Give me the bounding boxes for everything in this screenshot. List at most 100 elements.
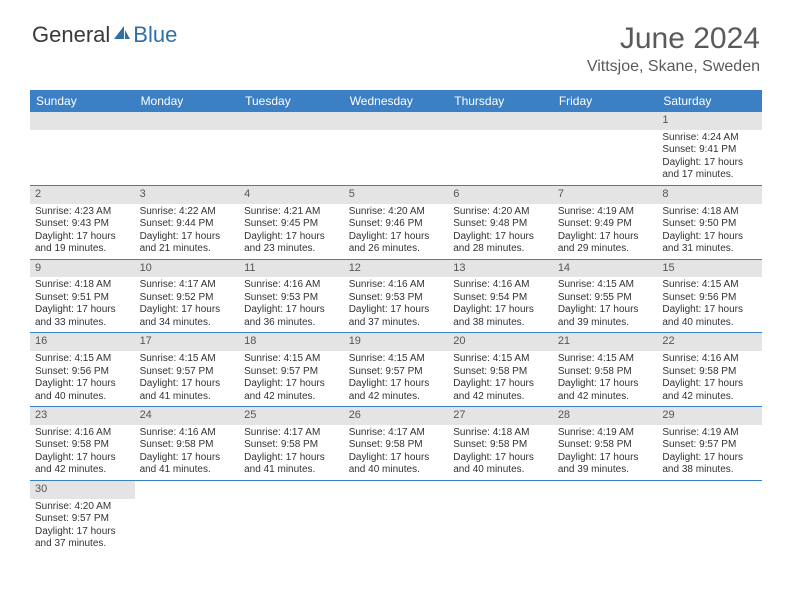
calendar-cell-empty [448, 480, 553, 553]
day-line: Sunset: 9:57 PM [662, 439, 757, 452]
calendar-cell: 11Sunrise: 4:16 AMSunset: 9:53 PMDayligh… [239, 259, 344, 333]
day-body: Sunrise: 4:23 AMSunset: 9:43 PMDaylight:… [30, 204, 135, 259]
day-number: 4 [239, 186, 344, 204]
calendar-cell: 26Sunrise: 4:17 AMSunset: 9:58 PMDayligh… [344, 407, 449, 481]
calendar-cell: 30Sunrise: 4:20 AMSunset: 9:57 PMDayligh… [30, 480, 135, 553]
day-line: Sunrise: 4:16 AM [244, 279, 339, 292]
calendar-cell: 1Sunrise: 4:24 AMSunset: 9:41 PMDaylight… [657, 112, 762, 185]
day-line: Daylight: 17 hours [35, 526, 130, 539]
day-line: Sunset: 9:48 PM [453, 218, 548, 231]
day-body: Sunrise: 4:16 AMSunset: 9:54 PMDaylight:… [448, 277, 553, 332]
day-number: 13 [448, 260, 553, 278]
day-line: Daylight: 17 hours [558, 231, 653, 244]
day-number: 9 [30, 260, 135, 278]
day-line: Sunrise: 4:19 AM [662, 427, 757, 440]
day-body: Sunrise: 4:16 AMSunset: 9:58 PMDaylight:… [30, 425, 135, 480]
day-number: 19 [344, 333, 449, 351]
calendar-row: 2Sunrise: 4:23 AMSunset: 9:43 PMDaylight… [30, 185, 762, 259]
day-body: Sunrise: 4:20 AMSunset: 9:57 PMDaylight:… [30, 499, 135, 554]
day-number: 22 [657, 333, 762, 351]
day-line: Daylight: 17 hours [244, 304, 339, 317]
day-number: 18 [239, 333, 344, 351]
day-body: Sunrise: 4:18 AMSunset: 9:58 PMDaylight:… [448, 425, 553, 480]
day-body: Sunrise: 4:15 AMSunset: 9:58 PMDaylight:… [553, 351, 658, 406]
calendar-head: SundayMondayTuesdayWednesdayThursdayFrid… [30, 90, 762, 112]
day-line: Sunrise: 4:16 AM [662, 353, 757, 366]
calendar-cell-empty [239, 480, 344, 553]
day-line: Sunrise: 4:22 AM [140, 206, 235, 219]
day-body: Sunrise: 4:20 AMSunset: 9:48 PMDaylight:… [448, 204, 553, 259]
day-line: Sunset: 9:58 PM [244, 439, 339, 452]
calendar-cell: 27Sunrise: 4:18 AMSunset: 9:58 PMDayligh… [448, 407, 553, 481]
day-line: Sunset: 9:58 PM [558, 439, 653, 452]
day-line: Daylight: 17 hours [35, 304, 130, 317]
day-line: and 38 minutes. [662, 464, 757, 477]
day-line: Sunset: 9:56 PM [662, 292, 757, 305]
day-line: Sunrise: 4:19 AM [558, 427, 653, 440]
day-line: Sunrise: 4:15 AM [349, 353, 444, 366]
day-line: Daylight: 17 hours [35, 231, 130, 244]
day-body: Sunrise: 4:17 AMSunset: 9:58 PMDaylight:… [344, 425, 449, 480]
day-header: Thursday [448, 90, 553, 112]
day-line: and 17 minutes. [662, 169, 757, 182]
day-body: Sunrise: 4:16 AMSunset: 9:58 PMDaylight:… [657, 351, 762, 406]
day-body: Sunrise: 4:15 AMSunset: 9:55 PMDaylight:… [553, 277, 658, 332]
day-line: Sunset: 9:57 PM [35, 513, 130, 526]
day-line: Sunrise: 4:18 AM [35, 279, 130, 292]
day-line: Daylight: 17 hours [662, 231, 757, 244]
day-line: and 42 minutes. [453, 391, 548, 404]
day-line: Sunset: 9:52 PM [140, 292, 235, 305]
day-line: and 21 minutes. [140, 243, 235, 256]
calendar-cell: 18Sunrise: 4:15 AMSunset: 9:57 PMDayligh… [239, 333, 344, 407]
day-body: Sunrise: 4:17 AMSunset: 9:58 PMDaylight:… [239, 425, 344, 480]
calendar-cell: 9Sunrise: 4:18 AMSunset: 9:51 PMDaylight… [30, 259, 135, 333]
day-body: Sunrise: 4:19 AMSunset: 9:57 PMDaylight:… [657, 425, 762, 480]
day-number: 1 [657, 112, 762, 130]
day-number: 30 [30, 481, 135, 499]
day-line: and 39 minutes. [558, 464, 653, 477]
day-line: Sunset: 9:57 PM [140, 366, 235, 379]
calendar-cell: 10Sunrise: 4:17 AMSunset: 9:52 PMDayligh… [135, 259, 240, 333]
day-body: Sunrise: 4:15 AMSunset: 9:57 PMDaylight:… [344, 351, 449, 406]
calendar-cell: 17Sunrise: 4:15 AMSunset: 9:57 PMDayligh… [135, 333, 240, 407]
day-line: Sunrise: 4:17 AM [140, 279, 235, 292]
day-line: and 40 minutes. [349, 464, 444, 477]
day-line: Sunrise: 4:18 AM [453, 427, 548, 440]
calendar-cell: 13Sunrise: 4:16 AMSunset: 9:54 PMDayligh… [448, 259, 553, 333]
day-line: Sunset: 9:54 PM [453, 292, 548, 305]
calendar-cell: 21Sunrise: 4:15 AMSunset: 9:58 PMDayligh… [553, 333, 658, 407]
calendar-cell-empty [344, 480, 449, 553]
day-line: and 28 minutes. [453, 243, 548, 256]
calendar-cell: 3Sunrise: 4:22 AMSunset: 9:44 PMDaylight… [135, 185, 240, 259]
day-line: Sunset: 9:58 PM [453, 366, 548, 379]
day-line: Sunrise: 4:23 AM [35, 206, 130, 219]
day-body: Sunrise: 4:22 AMSunset: 9:44 PMDaylight:… [135, 204, 240, 259]
day-number: 7 [553, 186, 658, 204]
day-body: Sunrise: 4:16 AMSunset: 9:58 PMDaylight:… [135, 425, 240, 480]
day-line: and 23 minutes. [244, 243, 339, 256]
day-line: Sunrise: 4:15 AM [244, 353, 339, 366]
day-line: Sunset: 9:58 PM [662, 366, 757, 379]
day-line: Daylight: 17 hours [140, 452, 235, 465]
day-line: and 42 minutes. [662, 391, 757, 404]
day-body: Sunrise: 4:18 AMSunset: 9:50 PMDaylight:… [657, 204, 762, 259]
title-block: June 2024 Vittsjoe, Skane, Sweden [587, 22, 760, 76]
day-line: Daylight: 17 hours [140, 304, 235, 317]
day-header: Tuesday [239, 90, 344, 112]
calendar-cell-empty [553, 112, 658, 185]
location: Vittsjoe, Skane, Sweden [587, 58, 760, 76]
day-header: Saturday [657, 90, 762, 112]
day-line: and 26 minutes. [349, 243, 444, 256]
calendar-cell: 25Sunrise: 4:17 AMSunset: 9:58 PMDayligh… [239, 407, 344, 481]
day-header: Friday [553, 90, 658, 112]
day-line: Daylight: 17 hours [662, 304, 757, 317]
day-header: Sunday [30, 90, 135, 112]
day-number: 27 [448, 407, 553, 425]
day-line: Sunrise: 4:16 AM [349, 279, 444, 292]
day-line: Sunrise: 4:20 AM [35, 501, 130, 514]
day-line: Sunset: 9:45 PM [244, 218, 339, 231]
day-line: Daylight: 17 hours [453, 304, 548, 317]
day-body: Sunrise: 4:19 AMSunset: 9:58 PMDaylight:… [553, 425, 658, 480]
day-line: Daylight: 17 hours [35, 452, 130, 465]
brand-part2: Blue [133, 22, 177, 48]
